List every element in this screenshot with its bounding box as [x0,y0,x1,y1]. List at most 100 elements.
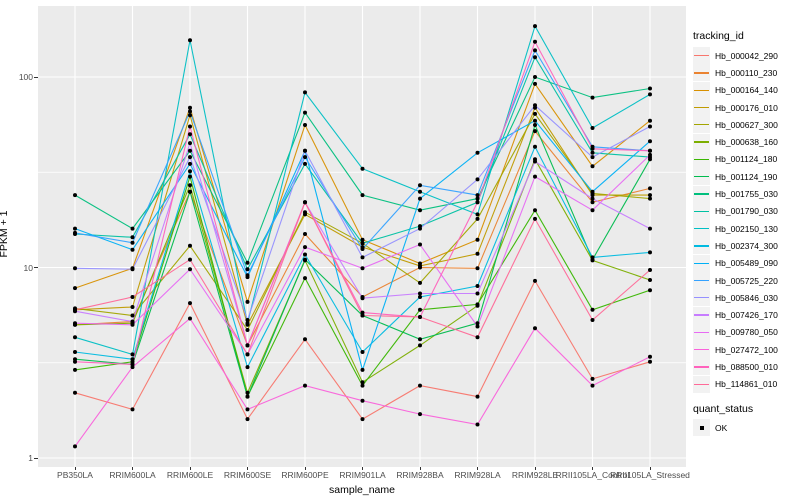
data-point [360,417,365,422]
data-point [418,208,422,213]
data-point [648,139,652,144]
data-point [590,95,595,100]
data-point [648,250,652,255]
legend-key-line [694,158,709,161]
y-tick-label: 100 [18,72,33,82]
y-tick-label: 10 [23,262,33,273]
x-tick-mark [592,467,593,470]
x-tick-mark [189,467,191,470]
data-point [73,444,77,449]
legend-key-icon [693,202,710,220]
x-tick-label: RRIM928LA [454,470,501,480]
legend-item: Hb_002150_130 [693,220,778,238]
data-point [533,208,537,213]
data-point [245,318,250,322]
data-point [648,152,652,157]
x-tick-label: RRIM901LA [339,470,386,480]
data-point [418,343,422,348]
legend-key-icon [693,116,710,134]
x-tick-mark [534,467,536,470]
legend-key-line [694,383,709,385]
data-point [648,354,652,359]
data-point [360,350,365,354]
legend2-key-icon [693,419,710,437]
x-tick-label: RRIM600SE [223,470,272,480]
data-point [73,307,77,312]
data-point [418,383,422,388]
legend-key-line [694,331,709,333]
data-point [245,267,250,272]
legend-item-label: Hb_002150_130 [715,223,778,234]
data-point [360,310,365,315]
x-tick-label: RRIM600LA [109,470,156,480]
data-point [475,394,480,399]
data-point [648,86,652,91]
data-point [590,255,595,260]
y-tick-mark [34,267,38,268]
legend-key-line [694,210,709,212]
data-point [245,394,250,399]
data-point [130,352,135,357]
data-point [475,177,480,182]
data-point [360,255,365,260]
data-point [188,267,192,272]
data-point [418,183,422,188]
data-point [73,286,77,291]
data-point [303,232,307,236]
data-point [245,407,250,412]
data-point [475,251,480,256]
data-point [73,193,77,198]
x-tick-mark [477,467,478,470]
data-point [188,161,192,166]
legend-key-line [694,348,709,351]
data-point [418,412,422,417]
legend-key-icon [693,272,710,289]
data-point [648,148,652,153]
data-point [590,376,595,381]
legend-item: Hb_027472_100 [693,341,778,359]
legend-item: Hb_001124_190 [693,168,778,186]
legend-key-icon [693,341,710,359]
legend: tracking_id Hb_000042_290 Hb_000110_230 Hb… [693,0,800,500]
data-point [360,313,365,318]
data-point [533,129,537,134]
y-tick-mark [34,457,38,459]
data-point [188,183,192,188]
legend-item-label: Hb_088500_010 [715,361,778,372]
data-point [360,367,365,372]
data-point [245,321,250,326]
data-point [590,307,595,312]
data-point [533,326,537,331]
x-tick-mark [649,467,651,470]
legend-key-line [694,245,709,247]
legend-item: Hb_000042_290 [693,47,778,65]
data-point [418,295,422,299]
data-point [73,350,77,354]
x-tick-mark [74,467,76,470]
data-point [418,242,422,247]
legend-item: Hb_000110_230 [693,64,778,82]
legend-item-label: Hb_000638_160 [715,137,778,148]
data-point [188,105,192,110]
data-point [303,210,307,215]
x-tick-mark [304,467,306,470]
data-point [188,301,192,306]
data-point [475,150,480,155]
data-point [73,359,77,364]
legend-item-label: Hb_005725_220 [715,275,778,286]
x-tick-label: RRIM928LE [511,470,559,480]
legend-key-icon [693,254,710,272]
legend-item: Hb_000627_300 [693,116,778,134]
data-point [73,226,77,231]
data-point [130,295,135,299]
legend-key-icon [693,99,710,117]
legend-key-line [694,124,709,126]
legend-key-icon [693,220,710,238]
y-axis-title: FPKM + 1 [0,211,10,258]
legend-item: Hb_005725_220 [693,272,778,289]
legend-item-label: Hb_002374_300 [715,240,778,251]
data-point [130,322,135,327]
data-point [475,266,480,271]
data-point [73,367,77,372]
x-tick-label: RRIM600PE [281,470,329,480]
